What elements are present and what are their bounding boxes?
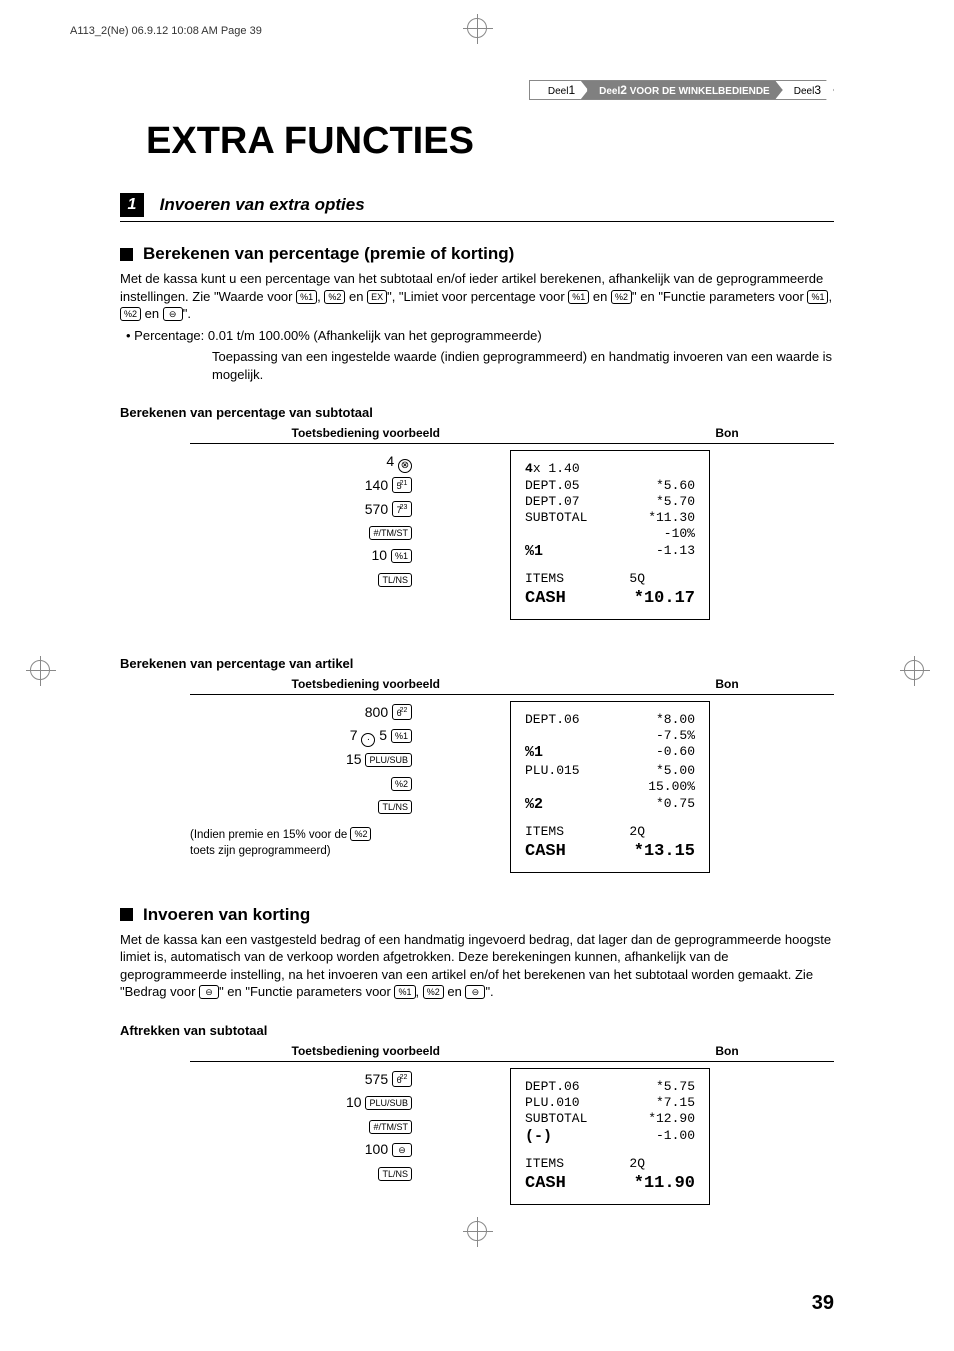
key-pct2-icon: %2 [611,290,632,304]
dept-key-icon: 723 [392,501,412,517]
section-number: 1 [120,193,144,217]
pct1-key-icon: %1 [391,549,412,563]
dept-key-icon: 622 [392,1071,412,1087]
breadcrumb-item: Deel3 [775,80,834,100]
breadcrumb-item-active: Deel2 VOOR DE WINKELBEDIENDE [580,80,783,100]
page-number: 39 [812,1292,834,1315]
key-minus-icon: ⊖ [465,985,485,999]
pct1-key-icon: %1 [391,729,412,743]
bullet-text: • Percentage: 0.01 t/m 100.00% (Afhankel… [126,327,834,345]
tlns-key-icon: TL/NS [378,573,412,587]
dot-key-icon: · [361,733,375,747]
body-paragraph: Met de kassa kan een vastgesteld bedrag … [120,931,834,1001]
key-pct2-icon: %2 [324,290,345,304]
minus-key-icon: ⊖ [392,1143,412,1157]
dept-key-icon: 622 [392,704,412,720]
key-sequence: 575 622 10 PLU/SUB #/TM/ST 100 ⊖ TL/NS [190,1068,430,1185]
key-pct2-icon: %2 [423,985,444,999]
section-header: 1 Invoeren van extra opties [120,193,834,222]
key-pct1-icon: %1 [296,290,317,304]
receipt-preview: DEPT.06*5.75 PLU.010*7.15 SUBTOTAL*12.90… [510,1068,710,1205]
crop-mark-icon [467,18,487,38]
key-ex-icon: EX [367,290,387,304]
plusub-key-icon: PLU/SUB [365,753,412,767]
table-header: Toetsbediening voorbeeld Bon [190,426,834,444]
crop-mark-icon [904,660,924,680]
key-pct2-icon: %2 [120,307,141,321]
subsection-heading: Invoeren van korting [120,905,834,925]
bullet-square-icon [120,908,133,921]
subsection-heading: Berekenen van percentage (premie of kort… [120,244,834,264]
page-header-mark: A113_2(Ne) 06.9.12 10:08 AM Page 39 [70,25,262,37]
crop-mark-icon [30,660,50,680]
section-title: Invoeren van extra opties [160,195,365,215]
bullet-square-icon [120,248,133,261]
tmst-key-icon: #/TM/ST [369,526,412,540]
key-pct1-icon: %1 [568,290,589,304]
tlns-key-icon: TL/NS [378,1167,412,1181]
tmst-key-icon: #/TM/ST [369,1120,412,1134]
key-sequence: 4 ⊗ 140 521 570 723 #/TM/ST 10 %1 TL/NS [190,450,430,591]
crop-mark-icon [467,1221,487,1241]
key-minus-icon: ⊖ [199,985,219,999]
footnote: (Indien premie en 15% voor de %2 toets z… [190,827,390,859]
page-title: EXTRA FUNCTIES [146,120,834,163]
breadcrumb: Deel1 Deel2 VOOR DE WINKELBEDIENDE Deel3 [120,80,834,100]
example-heading: Aftrekken van subtotaal [120,1023,834,1038]
key-sequence: 800 622 7 · 5 %1 15 PLU/SUB %2 TL/NS (In… [190,701,430,860]
receipt-preview: DEPT.06*8.00 -7.5% %1-0.60 PLU.015*5.00 … [510,701,710,873]
dept-key-icon: 521 [392,477,412,493]
pct2-key-icon: %2 [391,777,412,791]
receipt-preview: 4x 1.40 DEPT.05*5.60 DEPT.07*5.70 SUBTOT… [510,450,710,620]
key-minus-icon: ⊖ [163,307,183,321]
key-pct1-icon: %1 [394,985,415,999]
breadcrumb-item: Deel1 [529,80,588,100]
multiply-key-icon: ⊗ [398,459,412,473]
example-heading: Berekenen van percentage van subtotaal [120,405,834,420]
indented-text: Toepassing van een ingestelde waarde (in… [212,348,834,383]
table-header: Toetsbediening voorbeeld Bon [190,677,834,695]
tlns-key-icon: TL/NS [378,800,412,814]
key-pct1-icon: %1 [807,290,828,304]
plusub-key-icon: PLU/SUB [365,1096,412,1110]
body-paragraph: Met de kassa kunt u een percentage van h… [120,270,834,323]
example-heading: Berekenen van percentage van artikel [120,656,834,671]
pct2-key-icon: %2 [350,827,371,841]
table-header: Toetsbediening voorbeeld Bon [190,1044,834,1062]
